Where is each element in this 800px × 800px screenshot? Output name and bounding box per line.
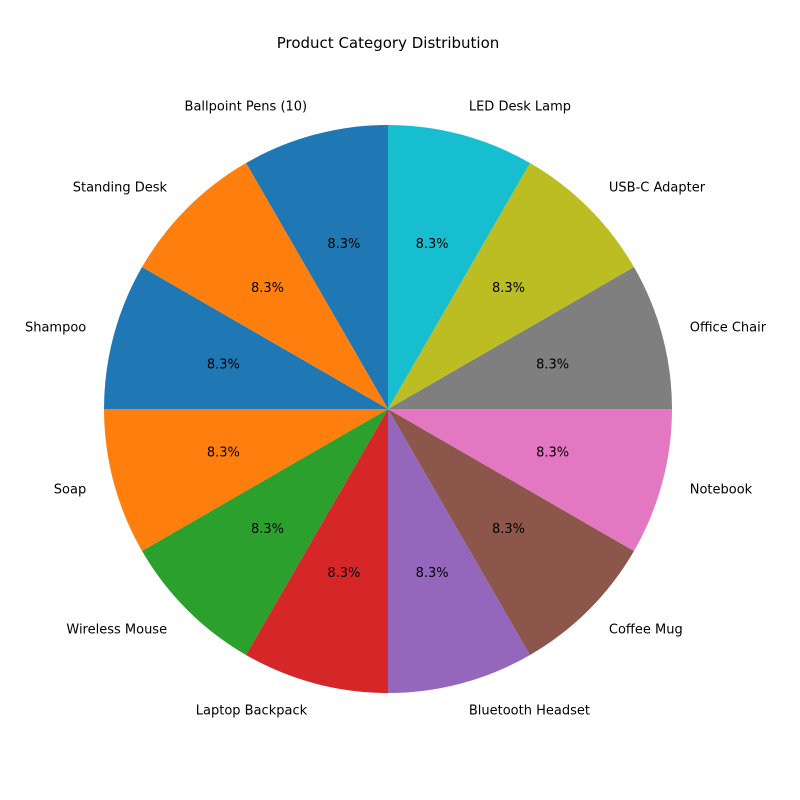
slice-category-label: Soap (54, 482, 86, 497)
slice-percent-label: 8.3% (207, 357, 240, 372)
slice-percent-label: 8.3% (492, 281, 525, 296)
pie-slices (104, 125, 672, 693)
slice-percent-label: 8.3% (327, 237, 360, 252)
slice-category-label: Office Chair (690, 321, 767, 336)
pie-slice (104, 409, 388, 551)
pie-slice (388, 409, 672, 551)
pie-slice (246, 409, 388, 693)
slice-percent-label: 8.3% (251, 522, 284, 537)
pie-slice (388, 125, 530, 409)
slice-category-label: Ballpoint Pens (10) (185, 100, 308, 115)
slice-percent-label: 8.3% (536, 357, 569, 372)
slice-category-label: Laptop Backpack (196, 703, 308, 718)
slice-percent-label: 8.3% (536, 446, 569, 461)
slice-percent-label: 8.3% (327, 566, 360, 581)
slice-category-label: Standing Desk (73, 181, 168, 196)
pie-slice (388, 267, 672, 409)
pie-slice (388, 409, 530, 693)
pie-slice (142, 163, 388, 409)
slice-percent-label: 8.3% (251, 281, 284, 296)
chart-title: Product Category Distribution (277, 34, 500, 52)
slice-category-label: Notebook (690, 482, 753, 497)
pie-slice (388, 163, 634, 409)
slice-percent-label: 8.3% (416, 566, 449, 581)
slice-category-label: USB-C Adapter (609, 181, 706, 196)
pie-slice (142, 409, 388, 655)
slice-category-label: LED Desk Lamp (469, 100, 571, 115)
slice-percent-label: 8.3% (416, 237, 449, 252)
pie-slice (104, 267, 388, 409)
slice-category-label: Bluetooth Headset (469, 703, 590, 718)
slice-category-label: Shampoo (25, 321, 86, 336)
slice-percent-label: 8.3% (492, 522, 525, 537)
slice-category-label: Wireless Mouse (66, 622, 167, 637)
pie-labels: 8.3% Shampoo 8.3% Soap 8.3% Wireless Mouse 8.3… (25, 100, 767, 719)
slice-category-label: Coffee Mug (609, 622, 683, 637)
slice-percent-label: 8.3% (207, 446, 240, 461)
pie-slice (388, 409, 634, 655)
pie-slice (246, 125, 388, 409)
